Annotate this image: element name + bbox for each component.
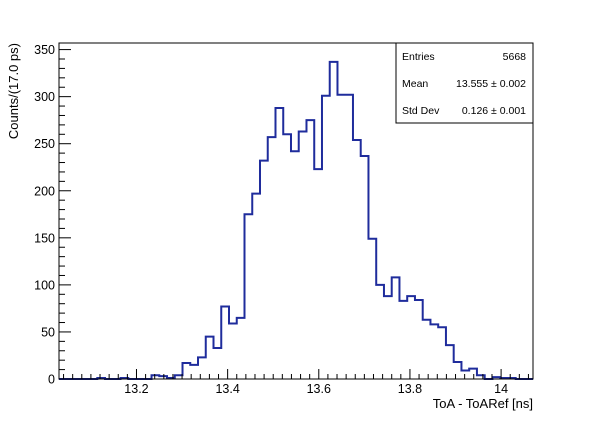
y-tick-label: 150 <box>34 231 55 245</box>
stats-entries-label: Entries <box>402 51 435 63</box>
y-tick-label: 100 <box>34 278 55 292</box>
y-axis-title: Counts/(17.0 ps) <box>6 43 21 139</box>
x-tick-label: 14 <box>494 382 508 396</box>
plot-frame <box>58 42 534 380</box>
y-tick-label: 50 <box>41 325 55 339</box>
stats-box: Entries 5668 Mean 13.555 ± 0.002 Std Dev… <box>395 42 534 124</box>
y-tick-label: 200 <box>34 184 55 198</box>
x-axis-title: ToA - ToARef [ns] <box>433 396 533 411</box>
histogram-series-line <box>59 60 533 380</box>
stats-mean-label: Mean <box>402 78 428 90</box>
stats-entries-value: 5668 <box>503 51 527 63</box>
x-tick-label: 13.4 <box>215 382 239 396</box>
x-tick-label: 13.6 <box>307 382 331 396</box>
y-tick-label: 350 <box>34 43 55 57</box>
stats-mean-value: 13.555 ± 0.002 <box>456 78 526 90</box>
x-tick-label: 13.2 <box>124 382 148 396</box>
y-tick-label: 250 <box>34 137 55 151</box>
stats-stddev-value: 0.126 ± 0.001 <box>462 105 526 117</box>
y-tick-label: 0 <box>48 373 55 387</box>
y-tick-label: 300 <box>34 90 55 104</box>
stats-stddev-label: Std Dev <box>402 105 440 117</box>
x-tick-label: 13.8 <box>398 382 422 396</box>
